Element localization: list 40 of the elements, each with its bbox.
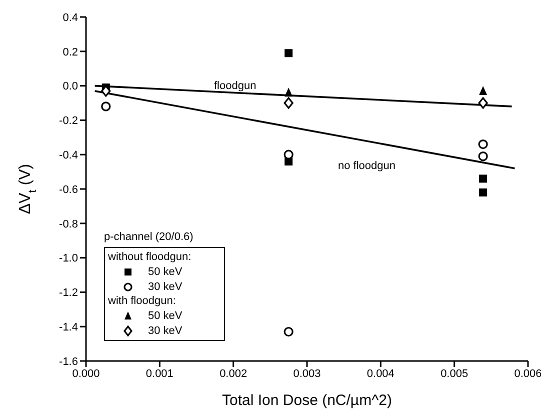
point: [284, 150, 294, 160]
point: [284, 88, 293, 97]
legend-label: 30 keV: [148, 280, 182, 294]
point: [479, 174, 488, 183]
legend-label: 50 keV: [148, 308, 182, 322]
x-tick-label: 0.005: [440, 368, 468, 380]
x-tick-label: 0.006: [514, 368, 542, 380]
y-tick-label: -0.8: [59, 218, 78, 230]
point: [478, 152, 488, 162]
annotation: without floodgun:: [108, 250, 192, 264]
point: [478, 97, 488, 109]
x-tick-label: 0.002: [220, 368, 248, 380]
annotation: no floodgun: [338, 160, 396, 172]
y-tick-label: -1.0: [59, 252, 78, 265]
point: [284, 326, 294, 337]
y-tick-label: 0.4: [62, 12, 78, 24]
x-tick-label: 0.003: [293, 368, 321, 380]
x-tick-label: 0.001: [146, 368, 174, 380]
y-tick-label: 0.2: [62, 46, 78, 58]
point: [479, 188, 488, 196]
point: [478, 139, 488, 150]
legend-label: 50 keV: [148, 264, 182, 278]
y-tick-label: -1.2: [59, 287, 78, 300]
annotation: with floodgun:: [108, 294, 177, 308]
point: [284, 49, 293, 58]
y-tick-label: -1.6: [59, 356, 78, 368]
x-axis-title: Total Ion Dose (nC/µm^2): [222, 392, 392, 409]
annotation: floodgun: [214, 80, 256, 92]
legend-label: 30 keV: [148, 324, 182, 338]
point: [479, 86, 488, 95]
x-tick-label: 0.000: [72, 368, 100, 380]
y-tick-label: -0.6: [59, 184, 78, 196]
y-tick-label: 0.0: [62, 80, 78, 93]
point: [101, 102, 111, 112]
x-tick-label: 0.004: [366, 368, 394, 380]
point: [284, 97, 294, 109]
y-tick-label: -0.2: [59, 115, 78, 128]
y-tick-label: -0.4: [59, 150, 78, 162]
legend-title: p-channel (20/0.6): [104, 230, 194, 244]
y-tick-label: -1.4: [59, 322, 78, 334]
